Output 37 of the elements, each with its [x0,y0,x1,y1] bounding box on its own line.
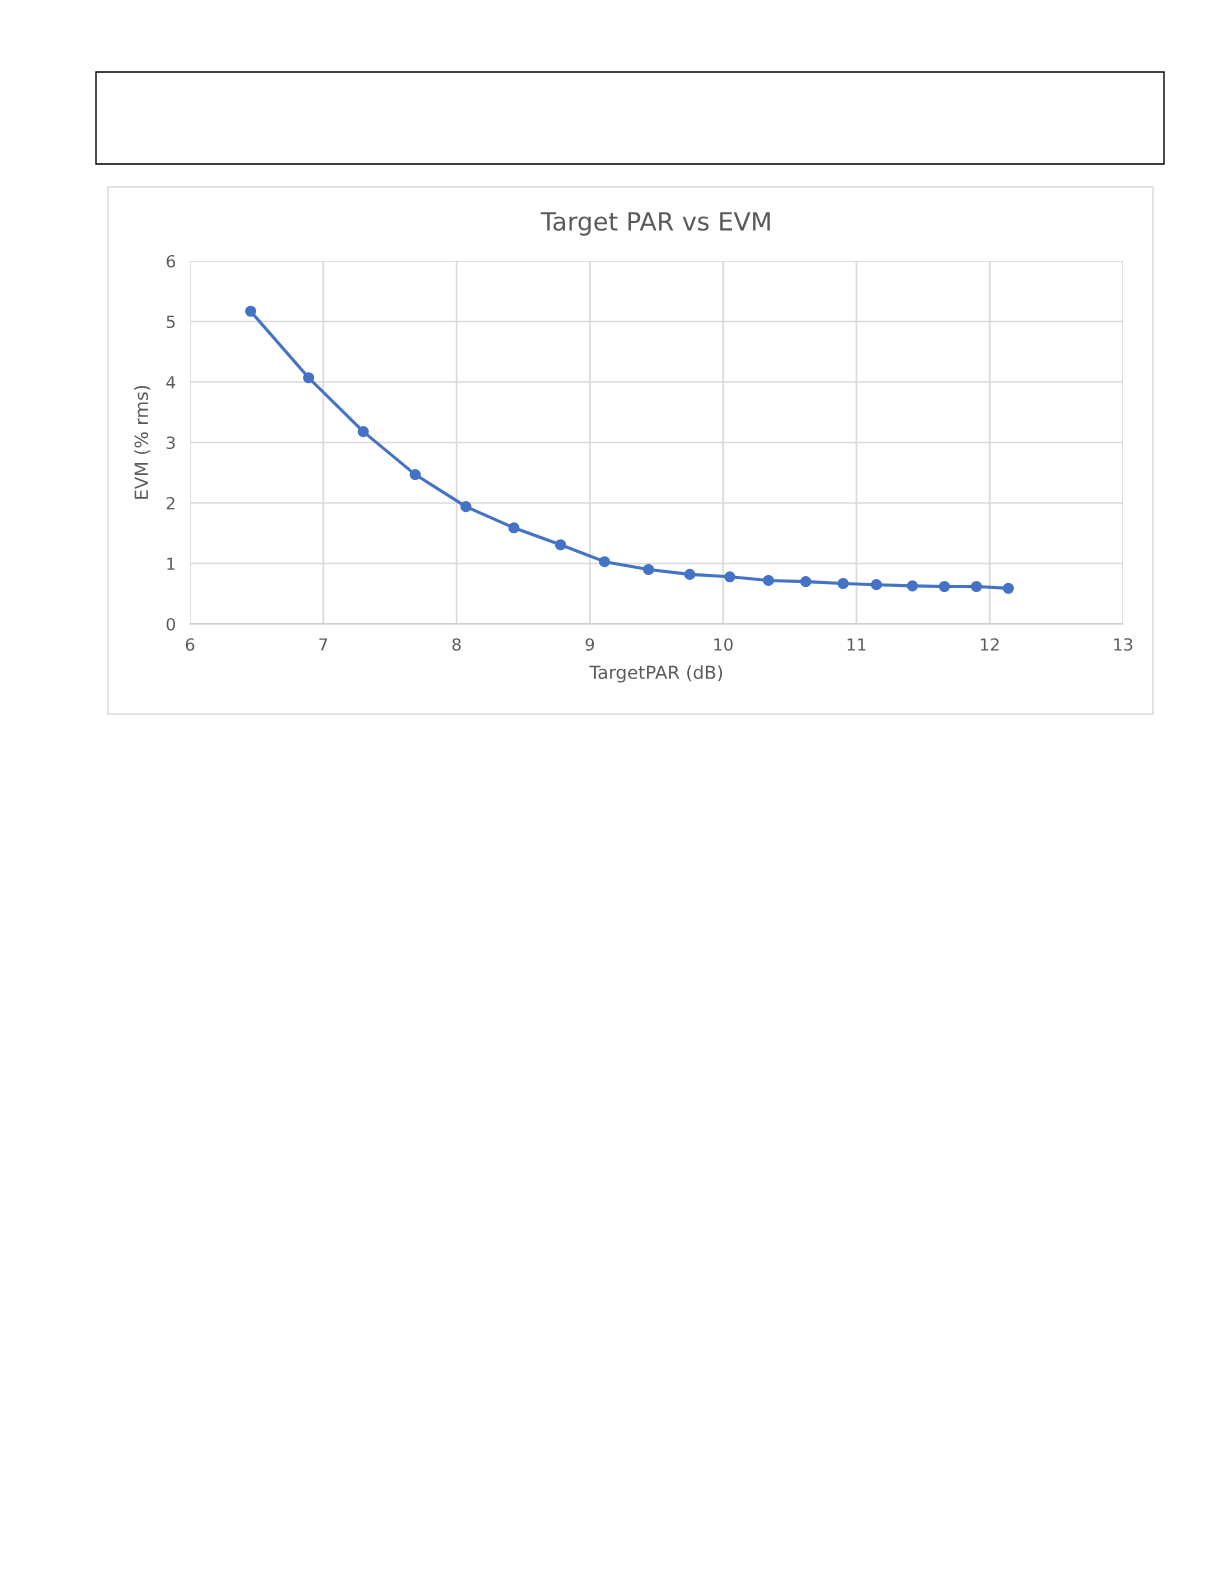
x-tick-label: 6 [185,638,195,651]
point [409,469,421,481]
point [245,305,257,317]
y-tick-label: 2 [166,496,175,510]
x-tick-label: 10 [714,638,733,651]
point [1002,582,1014,594]
x-tick-label: 7 [319,638,328,651]
point [938,580,950,593]
point [906,580,918,592]
y-axis-title: EVM (% rms) [134,385,151,499]
point [762,574,775,586]
point [837,577,849,590]
point [970,580,982,593]
point [598,556,611,568]
y-tick-label: 3 [166,436,175,450]
x-tick-label: 11 [847,638,866,651]
y-tick-label: 6 [166,254,176,268]
point [642,563,655,576]
y-tick-label: 4 [166,376,176,389]
y-tick-label: 1 [167,557,175,570]
x-tick-label: 8 [452,638,461,651]
point [303,372,315,384]
x-axis-title: TargetPAR (dB) [589,665,723,683]
x-tick-label: 9 [585,638,594,651]
point [508,522,520,534]
point [357,426,369,438]
x-tick-label: 13 [1114,638,1133,651]
y-tick-label: 0 [166,617,175,631]
x-tick-label: 12 [980,638,999,651]
point [684,568,696,580]
point [724,571,736,583]
point [554,539,567,551]
y-tick-label: 5 [166,315,175,329]
point [800,576,812,588]
point [870,579,882,591]
chart-title: Target PAR vs EVM [540,212,770,236]
point [460,501,472,513]
